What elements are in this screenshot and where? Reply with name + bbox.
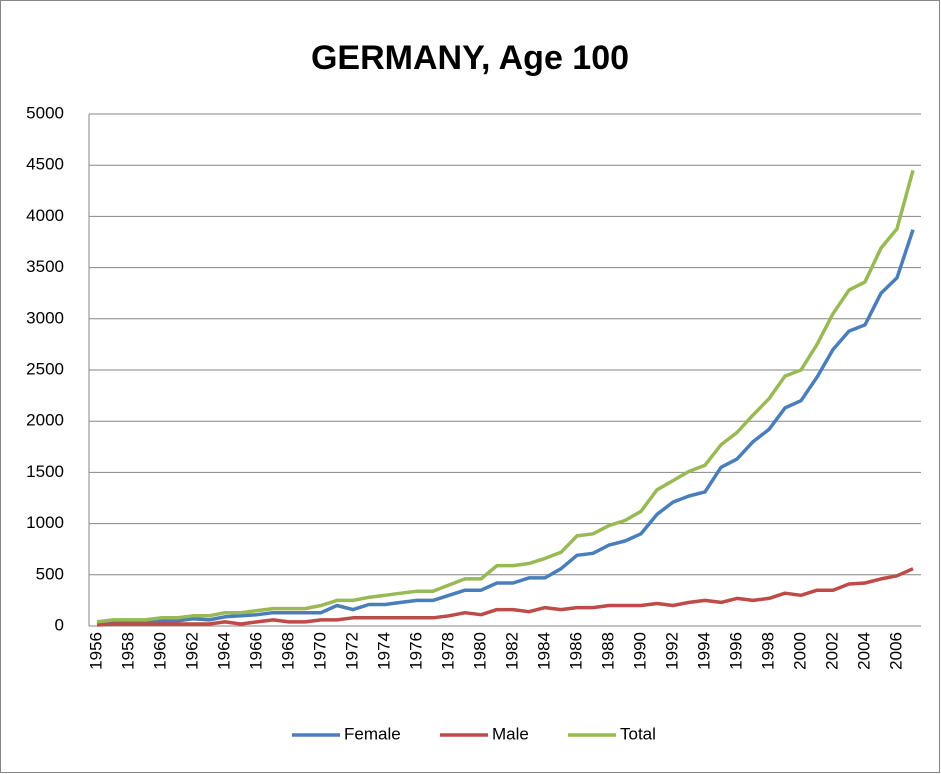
y-tick-label: 3500: [26, 257, 64, 276]
x-tick-label: 1992: [662, 632, 681, 670]
x-tick-label: 1984: [534, 632, 553, 670]
y-tick-label: 500: [36, 564, 64, 583]
x-tick-label: 1982: [502, 632, 521, 670]
y-tick-label: 1500: [26, 462, 64, 481]
x-tick-label: 1980: [470, 632, 489, 670]
y-tick-label: 2500: [26, 359, 64, 378]
legend-label: Total: [620, 724, 656, 743]
x-tick-label: 2004: [854, 632, 873, 670]
x-tick-label: 2000: [790, 632, 809, 670]
x-tick-label: 1966: [246, 632, 265, 670]
y-tick-label: 3000: [26, 308, 64, 327]
x-tick-label: 1956: [86, 632, 105, 670]
x-tick-label: 1974: [374, 632, 393, 670]
data-line: [96, 169, 915, 624]
y-tick-label: 1000: [26, 513, 64, 532]
data-line: [96, 567, 914, 627]
y-tick-label: 5000: [26, 103, 64, 122]
x-tick-label: 2006: [886, 632, 905, 670]
x-tick-label: 2002: [822, 632, 841, 670]
x-tick-label: 1960: [150, 632, 169, 670]
y-tick-label: 2000: [26, 411, 64, 430]
x-tick-label: 1964: [214, 632, 233, 670]
x-tick-label: 1962: [182, 632, 201, 670]
legend-label: Male: [492, 724, 529, 743]
x-tick-label: 1990: [630, 632, 649, 670]
x-tick-label: 1958: [118, 632, 137, 670]
chart-title: GERMANY, Age 100: [311, 39, 629, 77]
x-tick-label: 1978: [438, 632, 457, 670]
x-tick-label: 1970: [310, 632, 329, 670]
legend-label: Female: [344, 724, 401, 743]
x-tick-label: 1968: [278, 632, 297, 670]
x-tick-label: 1996: [726, 632, 745, 670]
x-tick-label: 1986: [566, 632, 585, 670]
x-tick-label: 1972: [342, 632, 361, 670]
x-tick-label: 1994: [694, 632, 713, 670]
x-tick-label: 1976: [406, 632, 425, 670]
y-tick-label: 4000: [26, 206, 64, 225]
x-tick-label: 1998: [758, 632, 777, 670]
x-tick-label: 1988: [598, 632, 617, 670]
data-line: [96, 229, 915, 625]
y-tick-label: 4500: [26, 155, 64, 174]
y-tick-label: 0: [55, 615, 64, 634]
